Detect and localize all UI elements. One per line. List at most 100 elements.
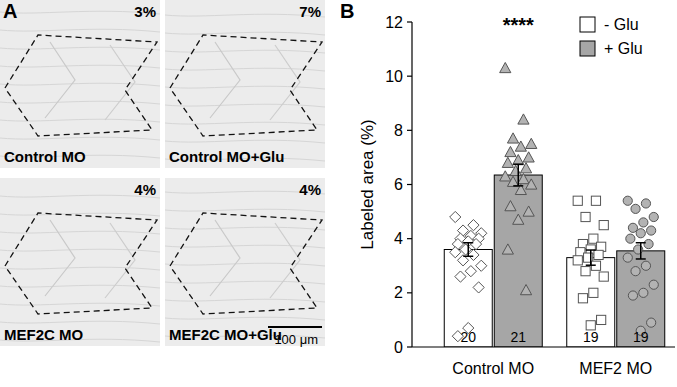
- error-cap: [586, 264, 596, 266]
- texture: [0, 231, 160, 234]
- n-label: 20: [460, 329, 476, 345]
- data-point: [500, 62, 511, 72]
- texture: [165, 32, 325, 35]
- image-background: [165, 0, 325, 168]
- legend-swatch: [580, 17, 595, 32]
- y-axis-label: Labeled area (%): [358, 119, 377, 249]
- y-tick: [407, 238, 412, 239]
- data-point: [520, 285, 531, 295]
- error-bar: [513, 164, 523, 186]
- data-point: [573, 256, 582, 265]
- texture: [165, 299, 325, 302]
- y-tick-label: 0: [394, 339, 403, 356]
- texture: [165, 50, 325, 53]
- data-point: [515, 141, 526, 151]
- texture: [0, 83, 160, 86]
- legend: - Glu+ Glu: [580, 16, 643, 57]
- panel-a: 3%Control MO7%Control MO+Glu4%MEF2C MO4%…: [0, 0, 325, 347]
- data-point: [523, 206, 534, 216]
- image-background: [0, 178, 160, 346]
- data-point: [573, 196, 582, 205]
- texture: [45, 42, 75, 118]
- data-point: [581, 267, 590, 276]
- texture: [0, 29, 160, 32]
- data-point: [518, 173, 529, 183]
- data-point: [450, 211, 461, 222]
- bar: [567, 258, 615, 347]
- data-point: [526, 138, 537, 148]
- data-point: [594, 250, 603, 259]
- data-point: [623, 196, 632, 205]
- data-point: [513, 214, 524, 224]
- y-tick-label: 2: [394, 284, 403, 301]
- data-point: [468, 220, 479, 231]
- figure: 3%Control MO7%Control MO+Glu4%MEF2C MO4%…: [0, 0, 677, 387]
- legend-label: + Glu: [604, 40, 643, 57]
- data-point: [639, 288, 648, 297]
- bar: [444, 250, 492, 348]
- error-stem: [468, 243, 470, 257]
- data-point: [631, 204, 640, 213]
- data-point: [581, 212, 590, 221]
- image-caption: MEF2C MO+Glu: [169, 326, 282, 343]
- texture: [165, 140, 325, 143]
- data-point: [473, 282, 484, 293]
- bar: [494, 175, 542, 347]
- error-cap: [513, 163, 523, 165]
- significance: ****: [503, 14, 534, 36]
- data-point: [510, 165, 521, 175]
- texture: [165, 245, 325, 248]
- texture: [165, 104, 325, 107]
- error-stem: [640, 243, 642, 259]
- data-point: [628, 291, 637, 300]
- data-point: [599, 272, 608, 281]
- data-point: [523, 152, 534, 162]
- data-point: [631, 267, 640, 276]
- micrograph: 4%MEF2C MO+Glu: [165, 178, 325, 346]
- micrograph: 4%MEF2C MO: [0, 178, 160, 346]
- image-caption: Control MO: [4, 148, 86, 165]
- data-point: [502, 244, 513, 254]
- data-point: [641, 261, 650, 270]
- error-bar: [463, 243, 473, 257]
- data-point: [470, 238, 481, 249]
- data-point: [450, 247, 461, 258]
- micrograph: 7%Control MO+Glu: [165, 0, 325, 168]
- percent-label: 4%: [134, 181, 156, 198]
- texture: [165, 317, 325, 320]
- y-tick: [407, 76, 412, 77]
- error-cap: [463, 242, 473, 244]
- error-cap: [586, 249, 596, 251]
- data-point: [468, 249, 479, 260]
- data-point: [507, 176, 518, 186]
- scale-bar-label: 100 μm: [274, 332, 318, 347]
- image-caption: Control MO+Glu: [169, 148, 284, 165]
- texture: [0, 65, 160, 68]
- data-point: [578, 294, 587, 303]
- y-tick: [407, 292, 412, 293]
- legend-swatch: [580, 41, 595, 56]
- texture: [165, 68, 325, 71]
- y-tick: [407, 184, 412, 185]
- data-point: [502, 157, 513, 167]
- data-point: [649, 212, 658, 221]
- data-point: [589, 288, 598, 297]
- texture: [0, 285, 160, 288]
- error-stem: [518, 164, 520, 186]
- data-point: [641, 199, 650, 208]
- texture: [0, 303, 160, 306]
- panel-label: A: [3, 0, 17, 22]
- category-label: MEF2 MO: [579, 360, 652, 377]
- texture: [210, 42, 240, 118]
- data-point: [623, 253, 632, 262]
- scale-bar-group: 100 μm: [268, 327, 322, 347]
- data-point: [500, 171, 511, 181]
- data-point: [507, 133, 518, 143]
- roi-outline: [5, 213, 157, 314]
- error-stem: [590, 250, 592, 265]
- panel-b: B20192119024681012Labeled area (%)Contro…: [340, 0, 675, 377]
- y-tick-label: 12: [385, 14, 403, 31]
- texture: [0, 137, 160, 140]
- data-point: [505, 146, 516, 156]
- data-point: [639, 218, 648, 227]
